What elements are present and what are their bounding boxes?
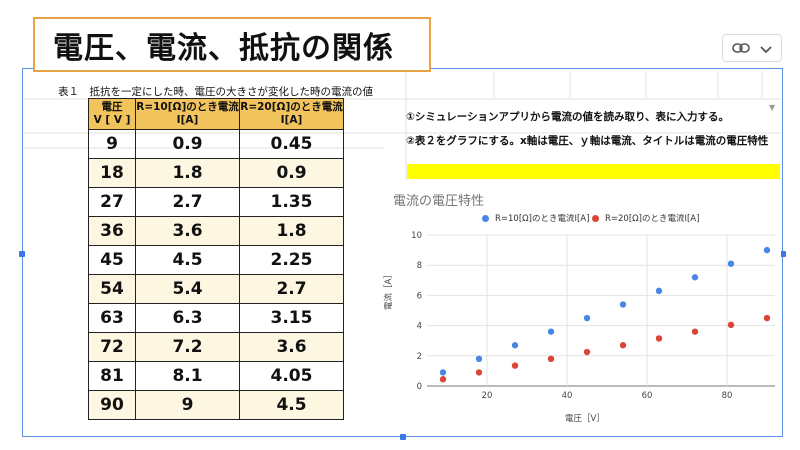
cell-voltage[interactable]: 36 [88,216,136,246]
cell-current-r10[interactable]: 8.1 [135,361,240,391]
data-point-r10 [583,314,591,322]
header-current-r20[interactable]: R=20[Ω]のとき電流 I[A] [239,98,344,130]
cell-current-r20[interactable]: 3.6 [239,332,344,362]
cell-voltage[interactable]: 9 [88,129,136,159]
chart-panel[interactable] [384,180,781,434]
chevron-down-icon[interactable] [760,39,772,58]
cell-current-r10[interactable]: 5.4 [135,274,240,304]
legend-marker-red [592,214,599,222]
cell-current-r10[interactable]: 3.6 [135,216,240,246]
table-row: 36 3.6 1.8 [88,216,344,246]
data-point-r20 [619,342,627,349]
data-point-r10 [727,260,735,267]
data-point-r20 [691,328,699,335]
table-row: 90 9 4.5 [88,390,344,420]
cell-current-r20[interactable]: 2.7 [239,274,344,304]
cell-current-r10[interactable]: 1.8 [135,158,240,188]
y-tick-label: 6 [417,291,422,301]
data-point-r20 [439,376,447,383]
table-caption: 表１ 抵抗を一定にした時、電圧の大きさが変化した時の電流の値 [58,86,373,98]
header-voltage[interactable]: 電圧 V [ V ] [88,98,136,130]
legend-item-r10: R=10[Ω]のとき電流I[A] [482,212,589,224]
cell-voltage[interactable]: 72 [88,332,136,362]
data-point-r20 [655,335,663,342]
x-tick-label: 40 [562,391,573,401]
y-tick-label: 10 [411,231,422,241]
cell-voltage[interactable]: 54 [88,274,136,304]
data-point-r10 [439,369,447,376]
table-row: 45 4.5 2.25 [88,245,344,275]
y-tick-label: 8 [417,261,422,271]
cell-voltage[interactable]: 45 [88,245,136,275]
data-point-r20 [727,321,735,329]
link-options-control[interactable] [722,34,782,62]
cell-current-r10[interactable]: 7.2 [135,332,240,362]
data-point-r10 [511,342,519,349]
data-point-r10 [619,301,627,308]
cell-voltage[interactable]: 90 [88,390,136,420]
link-icon[interactable] [732,39,750,58]
data-point-r10 [547,328,555,335]
chart-title: 電流の電圧特性 [393,194,485,209]
cell-current-r10[interactable]: 0.9 [135,129,240,159]
cell-current-r10[interactable]: 9 [135,390,240,420]
y-axis-label: 電流［A］ [384,270,394,310]
cell-current-r10[interactable]: 6.3 [135,303,240,333]
resize-handle-right[interactable] [780,251,786,257]
slide-title[interactable]: 電圧、電流、抵抗の関係 [33,17,431,72]
data-point-r20 [547,355,555,363]
table-row: 81 8.1 4.05 [88,361,344,391]
cell-current-r20[interactable]: 4.05 [239,361,344,391]
table-row: 9 0.9 0.45 [88,129,344,159]
table-row: 54 5.4 2.7 [88,274,344,304]
data-point-r10 [763,246,771,254]
x-axis-label: 電圧［V］ [565,414,605,424]
current-data-table: 電圧 V [ V ] R=10[Ω]のとき電流 I[A] R=20[Ω]のとき電流 I… [88,98,344,420]
cell-current-r10[interactable]: 2.7 [135,187,240,217]
cell-current-r20[interactable]: 4.5 [239,390,344,420]
cell-voltage[interactable]: 18 [88,158,136,188]
cell-current-r20[interactable]: 3.15 [239,303,344,333]
data-point-r20 [475,369,483,376]
table-row: 63 6.3 3.15 [88,303,344,333]
cell-dropdown-icon[interactable]: ▼ [769,103,776,112]
highlighted-cell[interactable] [407,164,780,179]
y-tick-label: 4 [417,322,422,332]
resize-handle-left[interactable] [19,251,25,257]
data-point-r20 [511,362,519,369]
x-tick-label: 60 [642,391,653,401]
x-tick-label: 20 [482,391,493,401]
cell-current-r20[interactable]: 1.8 [239,216,344,246]
instruction-step-2[interactable]: ②表２をグラフにする。x軸は電圧、ｙ軸は電流、タイトルは電流の電圧特性 [406,135,769,147]
resize-handle-bottom[interactable] [400,434,406,440]
table-row: 18 1.8 0.9 [88,158,344,188]
legend-item-r20: R=20[Ω]のとき電流I[A] [592,212,699,224]
cell-current-r20[interactable]: 2.25 [239,245,344,275]
data-point-r10 [655,287,663,295]
x-tick-label: 80 [722,391,733,401]
table-row: 72 7.2 3.6 [88,332,344,362]
y-tick-label: 0 [417,382,422,392]
legend-marker-blue [482,214,489,222]
header-current-r10[interactable]: R=10[Ω]のとき電流 I[A] [135,98,240,130]
cell-current-r20[interactable]: 1.35 [239,187,344,217]
y-tick-label: 2 [417,352,422,362]
instruction-step-1[interactable]: ①シミュレーションアプリから電流の値を読み取り、表に入力する。 [406,111,730,123]
data-point-r20 [763,314,771,322]
data-point-r10 [475,355,483,363]
data-point-r20 [583,348,591,356]
data-point-r10 [691,274,699,281]
table-row: 27 2.7 1.35 [88,187,344,217]
